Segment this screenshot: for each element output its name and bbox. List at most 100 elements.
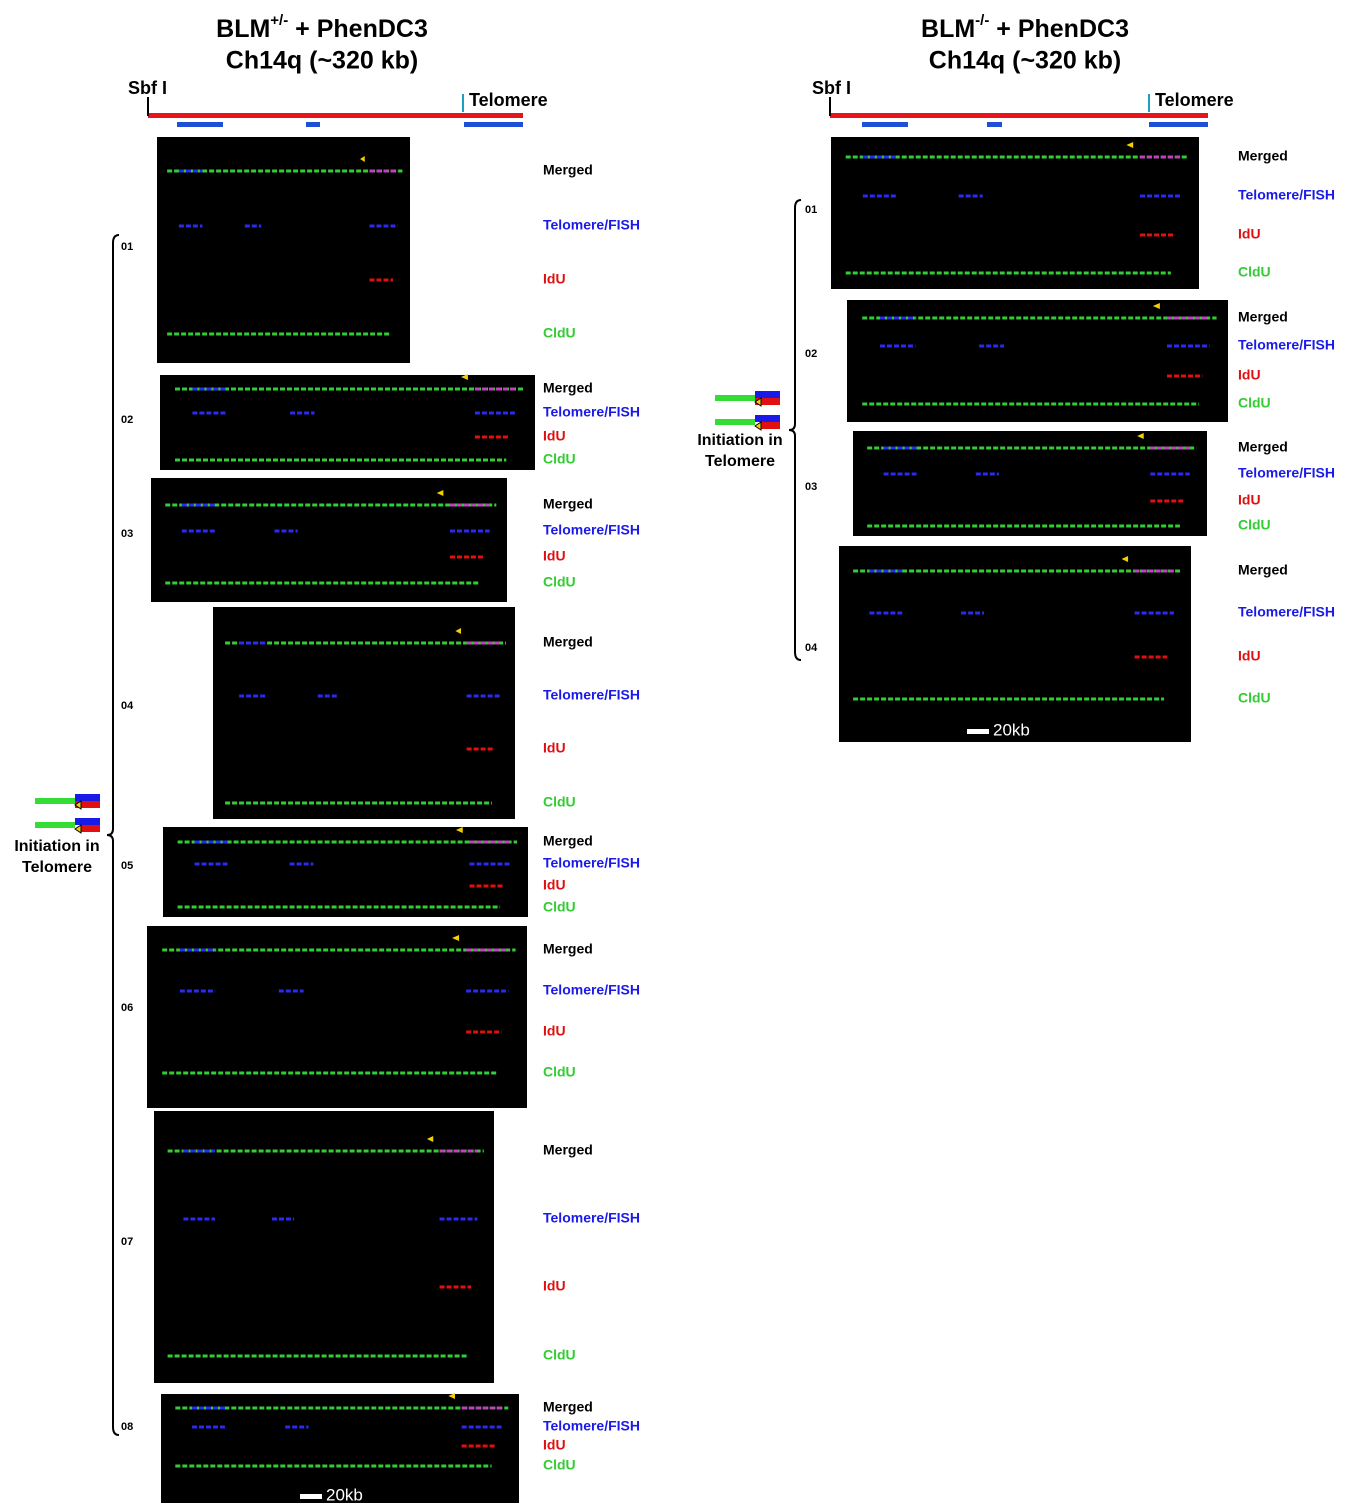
channel-label: Merged bbox=[543, 1142, 593, 1158]
channel-label: IdU bbox=[543, 1437, 566, 1453]
channel-label: CldU bbox=[1238, 517, 1271, 533]
channel-label: Merged bbox=[543, 941, 593, 957]
probe-bar bbox=[1149, 122, 1208, 127]
channel-label: IdU bbox=[1238, 648, 1261, 664]
title-prefix: BLM bbox=[216, 15, 270, 43]
channel-label: CldU bbox=[543, 1347, 576, 1363]
channel-label: CldU bbox=[1238, 395, 1271, 411]
icon-green bbox=[35, 798, 75, 804]
probe-bar bbox=[862, 122, 908, 127]
channel-label: Telomere/FISH bbox=[543, 404, 640, 420]
channel-label: IdU bbox=[543, 877, 566, 893]
channel-label: Merged bbox=[543, 162, 593, 178]
channel-label: IdU bbox=[543, 548, 566, 564]
channel-label: CldU bbox=[543, 574, 576, 590]
channel-label: Telomere/FISH bbox=[543, 982, 640, 998]
title-prefix: BLM bbox=[921, 15, 975, 43]
fiber-image bbox=[831, 137, 1199, 289]
bracket bbox=[789, 200, 801, 660]
molecule-id: 02 bbox=[121, 414, 133, 426]
fiber-image bbox=[839, 546, 1191, 742]
molecule-id: 02 bbox=[805, 348, 817, 360]
annotation-line: Telomere bbox=[705, 453, 775, 470]
site-label: Sbf I bbox=[812, 78, 851, 98]
title-suffix: + PhenDC3 bbox=[989, 15, 1129, 43]
title-sup: +/- bbox=[270, 12, 288, 29]
molecule-id: 04 bbox=[121, 700, 134, 712]
channel-label: CldU bbox=[543, 325, 576, 341]
channel-label: Merged bbox=[543, 380, 593, 396]
channel-label: CldU bbox=[1238, 264, 1271, 280]
scale-label: 20kb bbox=[993, 720, 1030, 739]
channel-label: IdU bbox=[543, 740, 566, 756]
fiber-image bbox=[147, 926, 527, 1108]
icon-red bbox=[81, 825, 100, 832]
molecule-id: 03 bbox=[121, 528, 133, 540]
channel-label: CldU bbox=[543, 451, 576, 467]
telomere-label: Telomere bbox=[1155, 90, 1234, 110]
molecule-id: 08 bbox=[121, 1421, 133, 1433]
icon-green bbox=[715, 419, 755, 425]
panel-subtitle: Ch14q (~320 kb) bbox=[929, 47, 1121, 75]
icon-green bbox=[715, 395, 755, 401]
molecule-id: 06 bbox=[121, 1002, 133, 1014]
channel-label: IdU bbox=[543, 271, 566, 287]
probe-bar bbox=[306, 122, 320, 127]
channel-label: CldU bbox=[1238, 690, 1271, 706]
molecule-id: 01 bbox=[121, 241, 133, 253]
icon-red bbox=[761, 422, 780, 429]
channel-label: Telomere/FISH bbox=[543, 1210, 640, 1226]
map-line bbox=[148, 113, 523, 118]
site-label: Sbf I bbox=[128, 78, 167, 98]
bracket bbox=[107, 235, 119, 1435]
panel-title: BLM-/- + PhenDC3 bbox=[921, 12, 1129, 43]
channel-label: Merged bbox=[1238, 309, 1288, 325]
channel-label: Merged bbox=[543, 1399, 593, 1415]
channel-label: CldU bbox=[543, 1457, 576, 1473]
channel-label: Merged bbox=[1238, 562, 1288, 578]
icon-arrow bbox=[75, 825, 81, 833]
channel-label: Merged bbox=[543, 833, 593, 849]
channel-label: Telomere/FISH bbox=[1238, 187, 1335, 203]
channel-label: Telomere/FISH bbox=[1238, 337, 1335, 353]
icon-blue bbox=[75, 818, 100, 825]
molecule-id: 01 bbox=[805, 204, 817, 216]
channel-label: IdU bbox=[543, 428, 566, 444]
title-suffix: + PhenDC3 bbox=[288, 15, 428, 43]
icon-blue bbox=[755, 415, 780, 422]
channel-label: Merged bbox=[1238, 439, 1288, 455]
panel-title: BLM+/- + PhenDC3 bbox=[216, 12, 428, 43]
channel-label: Telomere/FISH bbox=[543, 687, 640, 703]
probe-bar bbox=[177, 122, 223, 127]
channel-label: Merged bbox=[1238, 148, 1288, 164]
scale-bar bbox=[967, 729, 989, 734]
channel-label: Merged bbox=[543, 496, 593, 512]
title-sup: -/- bbox=[975, 12, 989, 29]
molecule-id: 03 bbox=[805, 481, 817, 493]
scale-bar bbox=[300, 1494, 322, 1499]
channel-label: Merged bbox=[543, 634, 593, 650]
annotation-line: Initiation in bbox=[697, 432, 782, 449]
channel-label: IdU bbox=[1238, 492, 1261, 508]
molecule-id: 07 bbox=[121, 1236, 133, 1248]
icon-green bbox=[35, 822, 75, 828]
channel-label: Telomere/FISH bbox=[543, 217, 640, 233]
probe-bar bbox=[987, 122, 1002, 127]
channel-label: IdU bbox=[1238, 226, 1261, 242]
channel-label: IdU bbox=[543, 1278, 566, 1294]
annotation-line: Initiation in bbox=[14, 838, 99, 855]
channel-label: CldU bbox=[543, 1064, 576, 1080]
channel-label: Telomere/FISH bbox=[1238, 604, 1335, 620]
molecule-id: 04 bbox=[805, 642, 818, 654]
figure: BLM+/- + PhenDC3Ch14q (~320 kb)Sbf ITelo… bbox=[0, 0, 1353, 1503]
icon-blue bbox=[755, 391, 780, 398]
channel-label: Telomere/FISH bbox=[543, 522, 640, 538]
channel-label: Telomere/FISH bbox=[543, 1418, 640, 1434]
map-line bbox=[830, 113, 1208, 118]
channel-label: CldU bbox=[543, 899, 576, 915]
channel-label: Telomere/FISH bbox=[543, 855, 640, 871]
channel-label: CldU bbox=[543, 794, 576, 810]
panel-subtitle: Ch14q (~320 kb) bbox=[226, 47, 418, 75]
probe-bar bbox=[464, 122, 523, 127]
icon-arrow bbox=[755, 422, 761, 430]
